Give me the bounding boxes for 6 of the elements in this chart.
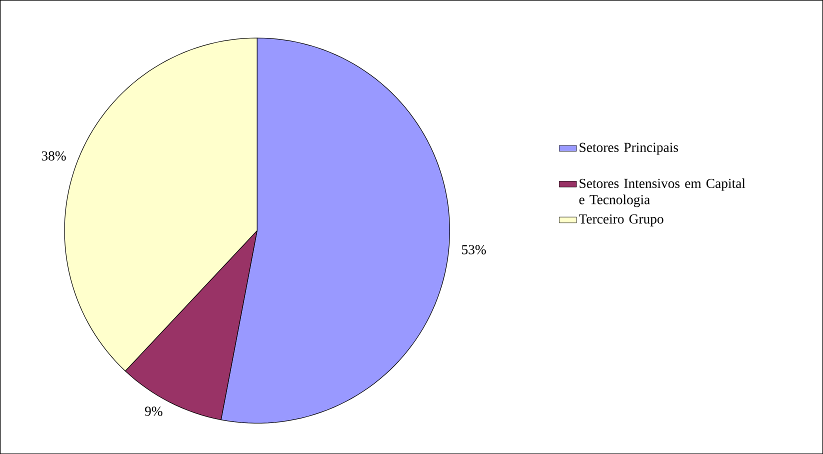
data-label: 38% bbox=[42, 151, 66, 161]
legend-label: Setores Principais bbox=[580, 142, 678, 155]
data-label: 9% bbox=[144, 406, 162, 416]
legend-label: Terceiro Grupo bbox=[579, 214, 664, 226]
legend-label: Setores Intensivos em Capital e Tecnologia bbox=[579, 178, 746, 208]
data-label: 53% bbox=[462, 244, 486, 254]
